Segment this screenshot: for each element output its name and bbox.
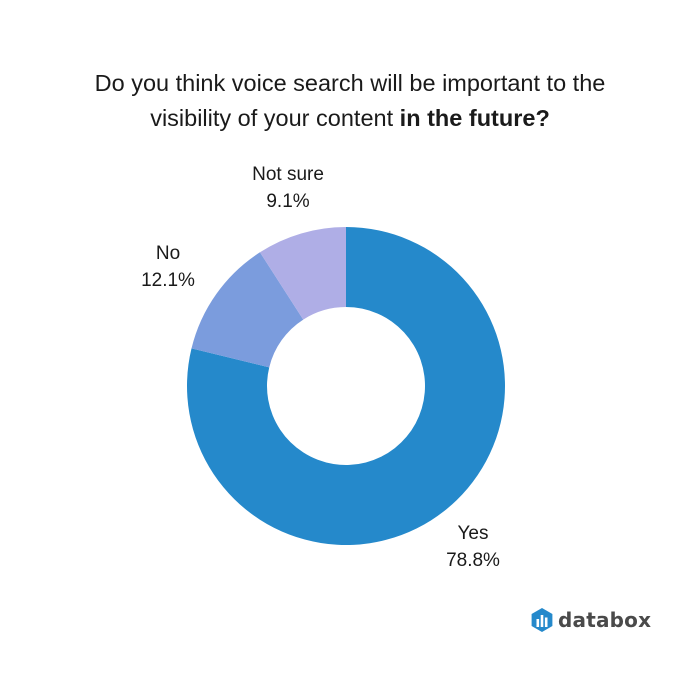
label-not-sure-name: Not sure <box>252 164 324 185</box>
label-not-sure: Not sure 9.1% <box>228 161 348 215</box>
databox-wordmark: databox <box>558 608 652 632</box>
chart-title: Do you think voice search will be import… <box>0 66 700 136</box>
label-yes-name: Yes <box>457 523 489 544</box>
databox-brand: databox <box>531 608 651 632</box>
label-yes-value: 78.8% <box>446 550 500 571</box>
label-not-sure-value: 9.1% <box>266 191 310 212</box>
label-no-value: 12.1% <box>141 270 195 291</box>
databox-logo-icon <box>531 608 553 632</box>
donut-slice-not-sure <box>259 227 346 320</box>
label-no: No 12.1% <box>128 240 208 294</box>
donut-slices <box>187 227 506 545</box>
chart-title-line2: visibility of your content in the future… <box>0 101 700 136</box>
donut-slice-no <box>191 252 304 368</box>
label-no-name: No <box>155 243 181 264</box>
chart-title-emphasis: in the future? <box>399 105 550 131</box>
chart-title-line1: Do you think voice search will be import… <box>94 70 606 96</box>
donut-slice-yes <box>187 227 506 545</box>
chart-title-line2-normal: visibility of your content <box>150 105 400 131</box>
label-yes: Yes 78.8% <box>433 520 513 574</box>
